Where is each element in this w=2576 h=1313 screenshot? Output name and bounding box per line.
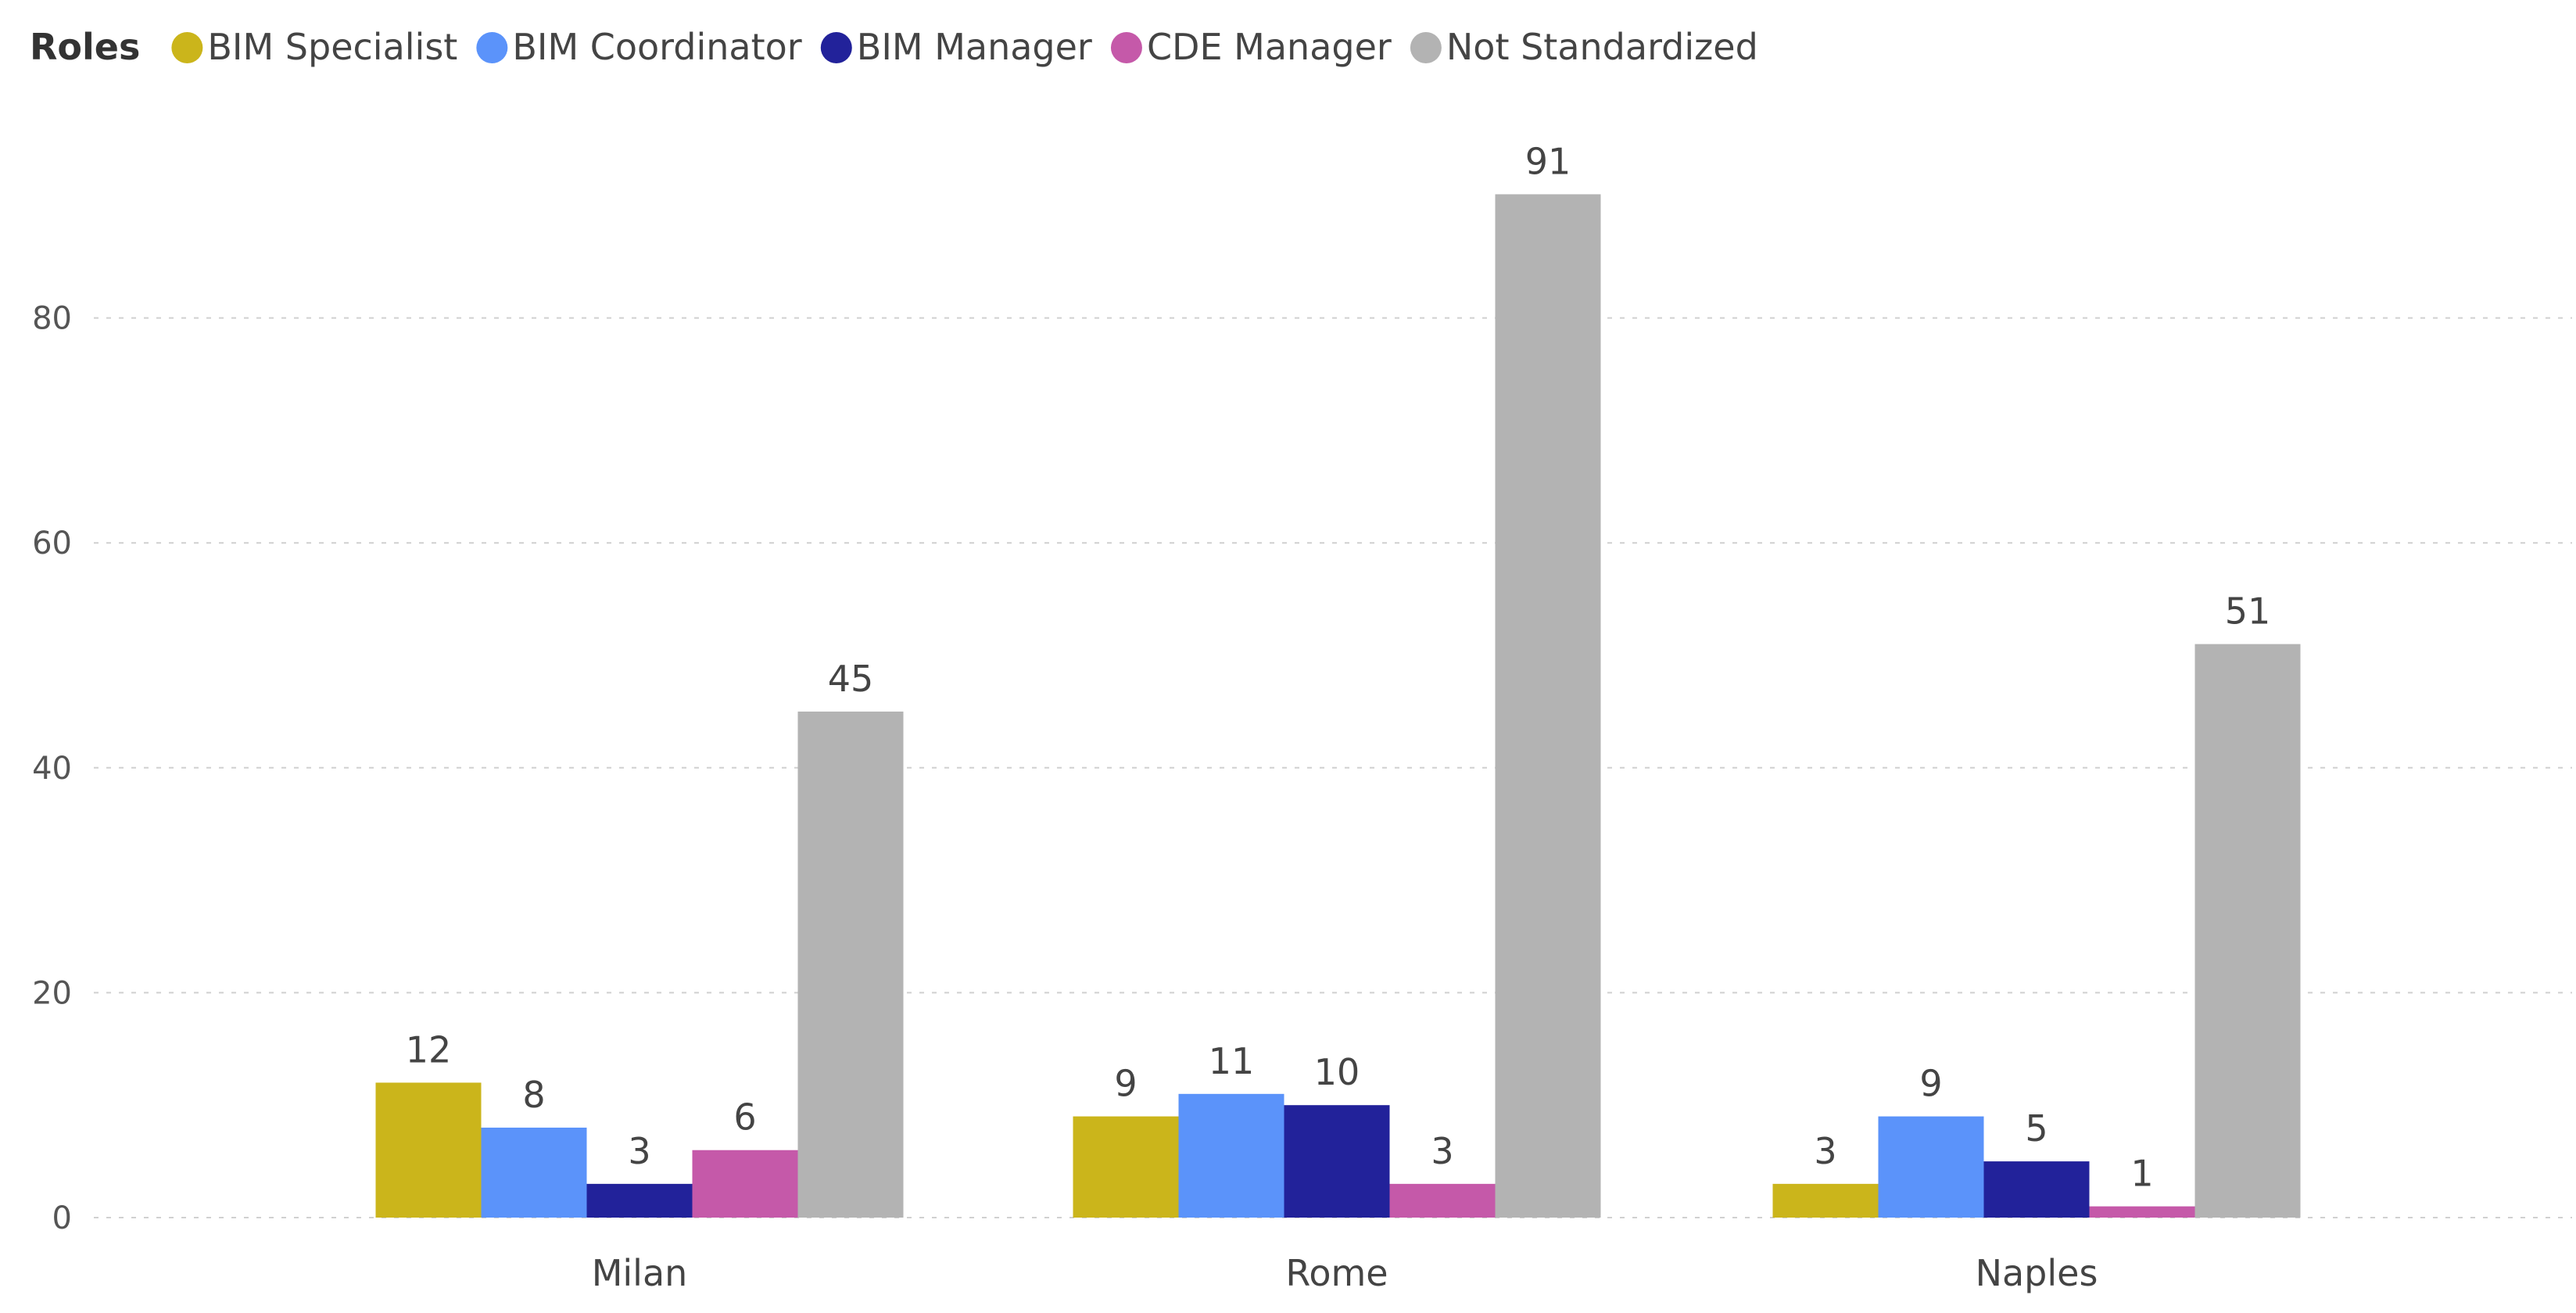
bar-milan-bim-coordinator <box>481 1127 587 1218</box>
legend-label-bim-specialist: BIM Specialist <box>207 26 457 68</box>
data-label-milan-bim-manager: 3 <box>628 1130 650 1172</box>
bar-naples-cde-manager <box>2089 1206 2195 1218</box>
data-label-naples-cde-manager: 1 <box>2130 1153 2153 1195</box>
x-tick-label-rome: Rome <box>1285 1252 1388 1294</box>
data-label-rome-cde-manager: 3 <box>1431 1130 1453 1172</box>
bar-milan-bim-specialist <box>375 1082 482 1218</box>
data-label-rome-bim-manager: 10 <box>1314 1051 1360 1093</box>
legend-marker-cde-manager <box>1110 32 1142 63</box>
bar-rome-bim-specialist <box>1073 1116 1179 1218</box>
y-tick-label-80: 80 <box>32 301 72 337</box>
legend-marker-not-standardized <box>1410 32 1442 63</box>
legend-label-not-standardized: Not Standardized <box>1446 26 1758 68</box>
bar-naples-not-standardized <box>2194 644 2301 1218</box>
y-tick-label-0: 0 <box>52 1200 72 1236</box>
y-tick-label-40: 40 <box>32 751 72 787</box>
legend-label-cde-manager: CDE Manager <box>1147 26 1392 68</box>
y-tick-label-60: 60 <box>32 526 72 561</box>
bar-naples-bim-manager <box>1983 1161 2090 1218</box>
data-label-rome-not-standardized: 91 <box>1525 140 1571 182</box>
x-axis: Milan Rome Naples <box>592 1252 2098 1294</box>
y-tick-label-20: 20 <box>32 975 72 1011</box>
legend: Roles BIM Specialist BIM Coordinator BIM M… <box>30 26 1758 68</box>
bars <box>375 194 2301 1218</box>
legend-label-bim-coordinator: BIM Coordinator <box>512 26 801 68</box>
data-label-naples-bim-coordinator: 9 <box>1919 1063 1942 1105</box>
bar-naples-bim-specialist <box>1772 1183 1879 1218</box>
legend-marker-bim-manager <box>820 32 852 63</box>
bar-milan-bim-manager <box>586 1183 693 1218</box>
legend-marker-bim-coordinator <box>476 32 508 63</box>
bar-rome-bim-coordinator <box>1178 1093 1284 1218</box>
data-label-milan-not-standardized: 45 <box>828 658 874 700</box>
bar-milan-not-standardized <box>797 711 904 1218</box>
data-label-rome-bim-coordinator: 11 <box>1209 1040 1255 1082</box>
data-label-rome-bim-specialist: 9 <box>1114 1063 1137 1105</box>
bar-naples-bim-coordinator <box>1878 1116 1984 1218</box>
x-tick-label-naples: Naples <box>1976 1252 2098 1294</box>
bar-rome-cde-manager <box>1389 1183 1496 1218</box>
legend-marker-bim-specialist <box>171 32 203 63</box>
data-label-naples-bim-specialist: 3 <box>1814 1130 1836 1172</box>
y-axis: 0 20 40 60 80 <box>32 301 72 1236</box>
data-label-naples-not-standardized: 51 <box>2225 590 2271 633</box>
legend-label-bim-manager: BIM Manager <box>857 26 1092 68</box>
data-label-milan-cde-manager: 6 <box>733 1096 756 1139</box>
bar-rome-bim-manager <box>1284 1105 1390 1218</box>
data-label-milan-bim-coordinator: 8 <box>522 1074 545 1116</box>
bar-rome-not-standardized <box>1495 194 1601 1218</box>
legend-title: Roles <box>30 26 140 68</box>
data-label-milan-bim-specialist: 12 <box>406 1028 452 1071</box>
x-tick-label-milan: Milan <box>592 1252 688 1294</box>
bar-milan-cde-manager <box>692 1150 798 1218</box>
data-label-naples-bim-manager: 5 <box>2025 1107 2048 1150</box>
